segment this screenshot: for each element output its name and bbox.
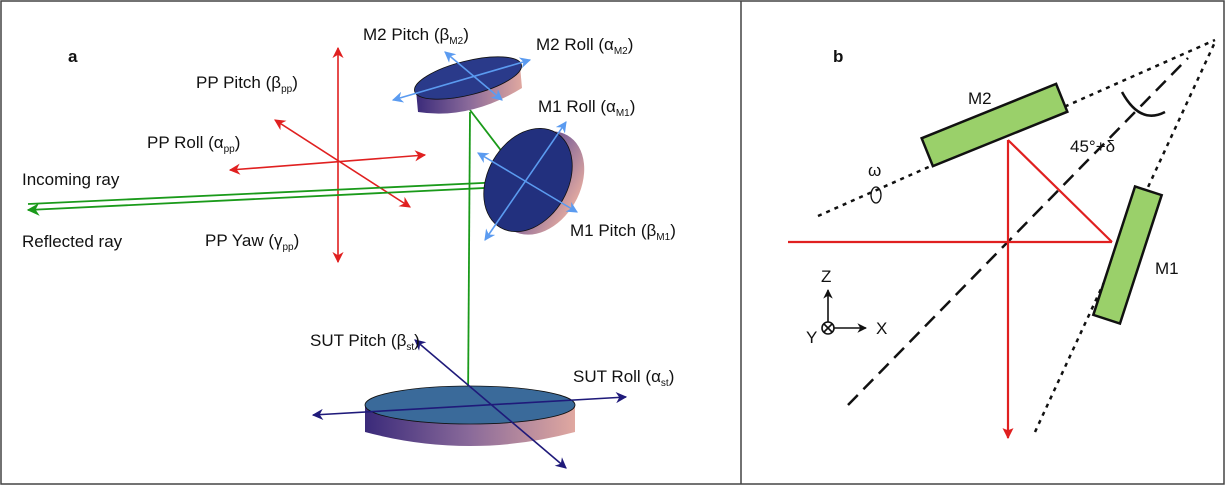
rotation-mark <box>870 186 882 204</box>
sut <box>364 385 576 446</box>
annotation: SUT Pitch (βst) <box>310 331 420 353</box>
mirror-label: M2 <box>968 89 992 108</box>
annotation: M2 Pitch (βM2) <box>363 25 469 47</box>
panel-label: b <box>833 47 843 66</box>
rotation-label: ω <box>868 161 881 180</box>
axis-label: X <box>876 319 887 338</box>
axis-label: Z <box>821 267 831 286</box>
mirror-m2 <box>414 56 522 114</box>
annotation: M2 Roll (αM2) <box>536 35 633 57</box>
panel-label: a <box>68 47 78 66</box>
axis-label: Y <box>806 328 817 347</box>
mirror-m1 <box>1091 184 1164 326</box>
mirror-m2 <box>920 82 1069 168</box>
annotation: M1 Roll (αM1) <box>538 97 635 119</box>
annotation: SUT Roll (αst) <box>573 367 674 389</box>
mirror-axes <box>391 51 578 241</box>
ray-label: Reflected ray <box>22 232 123 251</box>
annotation: PP Pitch (βpp) <box>196 73 298 95</box>
rays <box>26 109 527 406</box>
annotation: PP Yaw (γpp) <box>205 231 299 253</box>
mirror-label: M1 <box>1155 259 1179 278</box>
annotations: M2 Pitch (βM2) M2 Roll (αM2) PP Pitch (β… <box>22 25 676 389</box>
angle-label: 45°+δ <box>1070 137 1115 156</box>
sut-axes <box>311 339 628 469</box>
annotation: M1 Pitch (βM1) <box>570 221 676 243</box>
ray-label: Incoming ray <box>22 170 120 189</box>
beam <box>788 139 1113 440</box>
coordinate-axes <box>821 289 867 335</box>
annotation: PP Roll (αpp) <box>147 133 240 155</box>
